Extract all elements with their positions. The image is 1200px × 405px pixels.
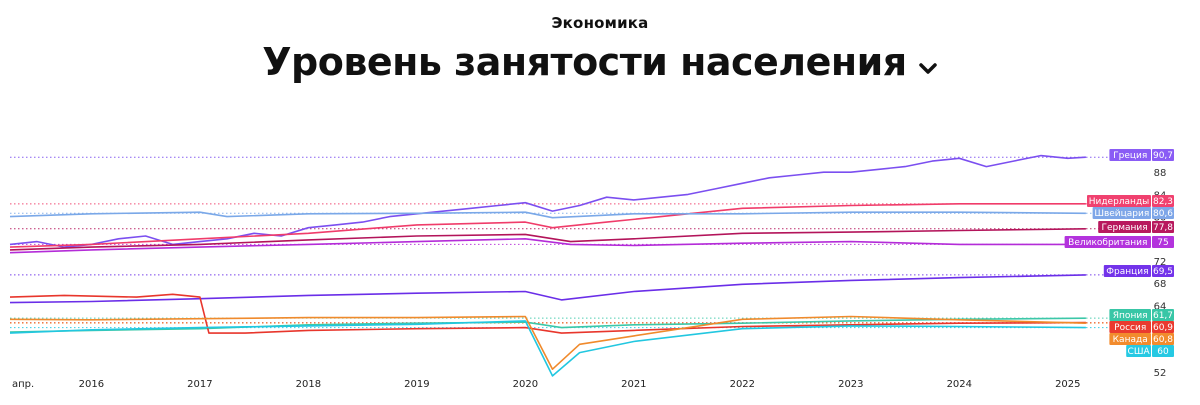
- y-tick-label: 52: [1154, 368, 1167, 379]
- series-line: [9, 315, 1086, 370]
- series-line: [9, 320, 1086, 377]
- series-name-tag: [1064, 236, 1151, 248]
- series-value-tag: [1152, 345, 1174, 357]
- series-value-tag: [1152, 149, 1174, 161]
- series-value-label: 69,5: [1153, 267, 1173, 277]
- x-tick-label: 2018: [296, 379, 321, 390]
- y-tick-label: 72: [1154, 257, 1167, 268]
- x-tick-label: 2021: [621, 379, 646, 390]
- y-tick-label: 64: [1154, 301, 1167, 312]
- x-tick-label: 2023: [838, 379, 863, 390]
- x-tick-label: 2017: [187, 379, 212, 390]
- x-tick-label: 2020: [513, 379, 538, 390]
- series-name-label: Канада: [1113, 335, 1148, 345]
- series-value-tag: [1152, 195, 1174, 207]
- series-line: [9, 293, 1086, 334]
- series-value-tag: [1152, 309, 1174, 321]
- series-name-tag: [1109, 333, 1151, 345]
- series-line: [9, 317, 1086, 333]
- series-name-tag: [1098, 221, 1151, 233]
- series-value-label: 60,8: [1153, 335, 1173, 345]
- series-name-tag: [1109, 321, 1151, 333]
- series-name-tag: [1103, 265, 1151, 277]
- series-name-label: Япония: [1113, 311, 1148, 321]
- series-value-tag: [1152, 236, 1174, 248]
- x-tick-label: апр.: [12, 379, 34, 390]
- series-name-label: Великобритания: [1068, 238, 1147, 248]
- series-name-label: Швейцария: [1094, 209, 1149, 219]
- x-tick-label: 2016: [79, 379, 104, 390]
- series-value-tag: [1152, 207, 1174, 219]
- series-value-tag: [1152, 321, 1174, 333]
- x-tick-label: 2019: [404, 379, 429, 390]
- category-label: Экономика: [551, 14, 649, 32]
- series-name-tag: [1126, 345, 1151, 357]
- series-name-tag: [1087, 195, 1151, 207]
- series-value-label: 77,8: [1153, 223, 1173, 233]
- series-value-label: 61,7: [1153, 311, 1173, 321]
- title-row: Уровень занятости населения: [0, 40, 1200, 84]
- series-value-label: 80,6: [1153, 209, 1173, 219]
- page-title: Уровень занятости населения: [262, 40, 907, 84]
- series-value-label: 82,3: [1153, 197, 1173, 207]
- series-value-tag: [1152, 221, 1174, 233]
- series-value-label: 60: [1157, 347, 1169, 357]
- chevron-down-icon[interactable]: [918, 61, 938, 80]
- series-name-tag: [1109, 309, 1151, 321]
- y-tick-label: 68: [1154, 279, 1167, 290]
- series-name-label: Франция: [1106, 267, 1148, 277]
- series-name-label: Германия: [1101, 223, 1147, 233]
- series-value-tag: [1152, 265, 1174, 277]
- y-tick-label: 88: [1154, 168, 1167, 179]
- series-name-label: Греция: [1113, 151, 1147, 161]
- series-line: [9, 154, 1086, 248]
- series-value-label: 60,9: [1153, 323, 1173, 333]
- series-name-label: Нидерланды: [1089, 197, 1150, 207]
- series-value-tag: [1152, 333, 1174, 345]
- series-name-label: США: [1128, 347, 1151, 357]
- x-tick-label: 2024: [947, 379, 972, 390]
- series-value-label: 90,7: [1153, 151, 1173, 161]
- series-name-tag: [1109, 149, 1151, 161]
- series-line: [9, 228, 1086, 251]
- series-name-label: Россия: [1114, 323, 1146, 333]
- series-line: [9, 203, 1086, 248]
- series-line: [9, 211, 1086, 219]
- series-line: [9, 274, 1086, 304]
- series-name-tag: [1092, 207, 1151, 219]
- series-value-label: 75: [1157, 238, 1168, 248]
- series-line: [9, 238, 1086, 254]
- x-tick-label: 2022: [730, 379, 755, 390]
- x-tick-label: 2025: [1055, 379, 1080, 390]
